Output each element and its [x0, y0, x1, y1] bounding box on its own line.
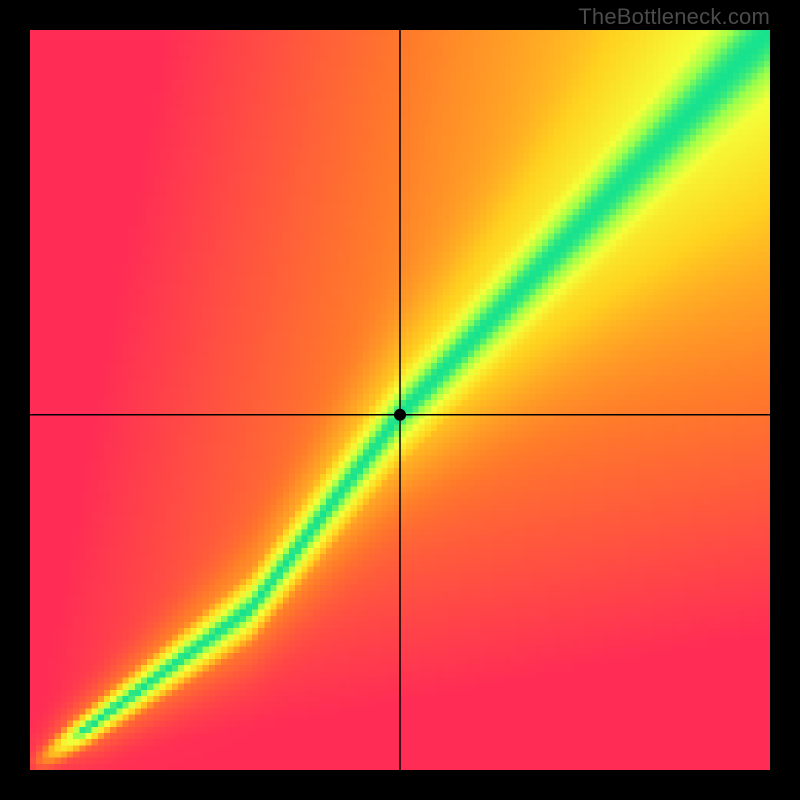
chart-frame: TheBottleneck.com: [0, 0, 800, 800]
watermark-text: TheBottleneck.com: [578, 4, 770, 30]
bottleneck-heatmap: [30, 30, 770, 770]
